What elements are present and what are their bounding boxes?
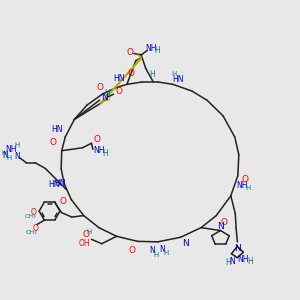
- Text: N: N: [217, 223, 224, 232]
- Text: H: H: [172, 71, 177, 77]
- Text: H: H: [104, 89, 110, 98]
- Text: N: N: [234, 244, 241, 253]
- Text: HN: HN: [113, 74, 124, 83]
- Text: HN: HN: [52, 125, 63, 134]
- Text: O: O: [82, 230, 89, 239]
- Text: OH: OH: [79, 239, 91, 248]
- Text: O: O: [126, 48, 134, 57]
- Text: O: O: [59, 197, 67, 206]
- Text: HN: HN: [55, 179, 66, 188]
- Text: H: H: [226, 259, 231, 268]
- Text: HN: HN: [172, 74, 183, 83]
- Text: NH: NH: [238, 255, 249, 264]
- Text: NH: NH: [145, 44, 157, 53]
- Text: N: N: [229, 257, 235, 266]
- Text: N: N: [2, 151, 8, 160]
- Text: O: O: [127, 69, 134, 78]
- Text: O: O: [242, 175, 248, 184]
- Text: O: O: [32, 224, 38, 233]
- Text: H: H: [154, 252, 159, 258]
- Text: CH₃: CH₃: [25, 214, 37, 219]
- Text: NH: NH: [5, 145, 16, 154]
- Text: CH₃: CH₃: [26, 230, 38, 235]
- Text: HN: HN: [49, 180, 60, 189]
- Text: H: H: [164, 250, 169, 256]
- Text: O: O: [50, 138, 57, 147]
- Text: O: O: [116, 87, 122, 96]
- Text: N: N: [182, 239, 189, 248]
- Text: H: H: [14, 142, 19, 148]
- Text: H: H: [149, 70, 155, 79]
- Text: S: S: [136, 53, 142, 62]
- Text: N: N: [159, 245, 165, 254]
- Text: H: H: [245, 185, 251, 191]
- Text: O: O: [97, 83, 104, 92]
- Text: NH: NH: [236, 181, 248, 190]
- Text: N: N: [149, 246, 155, 255]
- Text: O: O: [31, 208, 37, 217]
- Text: O: O: [128, 246, 135, 255]
- Text: S: S: [105, 94, 110, 103]
- Text: O: O: [220, 218, 228, 227]
- Text: H: H: [1, 150, 6, 156]
- Text: H: H: [247, 257, 253, 266]
- Text: H: H: [86, 229, 92, 235]
- Text: H: H: [102, 148, 108, 158]
- Text: NH: NH: [93, 146, 104, 155]
- Text: N: N: [14, 152, 20, 161]
- Text: H: H: [154, 46, 160, 55]
- Text: N: N: [101, 93, 107, 102]
- Text: O: O: [93, 135, 100, 144]
- Text: H: H: [6, 154, 11, 160]
